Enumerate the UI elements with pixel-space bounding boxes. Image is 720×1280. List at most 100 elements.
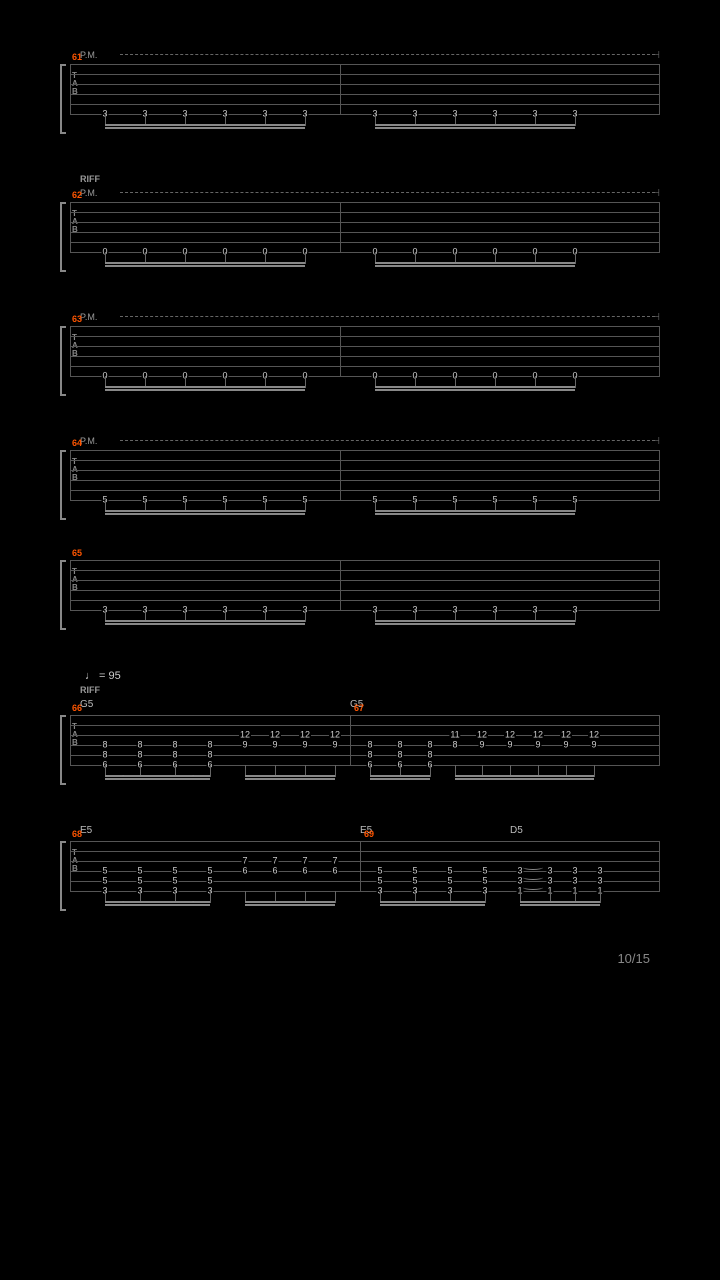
measure-number: 66 (72, 703, 82, 713)
palm-mute-line (120, 54, 655, 55)
fret-number: 6 (241, 867, 248, 876)
tab-page: P.M.⊣61TAB333333333333RIFFP.M.⊣62TAB0000… (0, 0, 720, 996)
fret-number: 6 (301, 867, 308, 876)
fret-number: 5 (101, 867, 108, 876)
fret-number: 9 (271, 741, 278, 750)
fret-number: 8 (206, 751, 213, 760)
staff-bracket (60, 841, 70, 911)
fret-number: 8 (366, 741, 373, 750)
tab-system: P.M.⊣61TAB333333333333 (60, 50, 660, 134)
fret-number: 5 (446, 867, 453, 876)
staff-bracket (60, 560, 70, 630)
fret-number: 7 (271, 857, 278, 866)
fret-number: 6 (331, 867, 338, 876)
fret-number: 9 (590, 741, 597, 750)
fret-number: 8 (136, 751, 143, 760)
measure-number: 61 (72, 52, 82, 62)
tab-system: 65TAB333333333333 (60, 560, 660, 630)
staff-bracket (60, 64, 70, 134)
palm-mute-line (120, 316, 655, 317)
staff-bracket (60, 715, 70, 785)
riff-label: RIFF (80, 174, 100, 184)
fret-number: 12 (269, 731, 281, 740)
fret-number: 5 (411, 867, 418, 876)
tab-system: E5E5D56869TAB553553553553767676765535535… (60, 825, 660, 911)
fret-number: 5 (171, 877, 178, 886)
fret-number: 8 (426, 751, 433, 760)
fret-number: 8 (101, 751, 108, 760)
palm-mute-line (120, 192, 655, 193)
fret-number: 12 (532, 731, 544, 740)
fret-number: 8 (171, 741, 178, 750)
fret-number: 3 (571, 867, 578, 876)
fret-number: 9 (506, 741, 513, 750)
fret-number: 5 (206, 867, 213, 876)
palm-mute-label: P.M. (80, 312, 97, 322)
fret-number: 5 (171, 867, 178, 876)
measure-number: 69 (364, 829, 374, 839)
fret-number: 8 (101, 741, 108, 750)
fret-number: 8 (426, 741, 433, 750)
fret-number: 8 (171, 751, 178, 760)
fret-number: 8 (136, 741, 143, 750)
fret-number: 3 (596, 877, 603, 886)
fret-number: 12 (329, 731, 341, 740)
palm-mute-line (120, 440, 655, 441)
fret-number: 8 (396, 741, 403, 750)
palm-mute-label: P.M. (80, 188, 97, 198)
palm-mute-label: P.M. (80, 436, 97, 446)
staff-bracket (60, 202, 70, 272)
fret-number: 5 (376, 877, 383, 886)
chord-symbol: D5 (510, 825, 523, 836)
measure-number: 65 (72, 548, 82, 558)
fret-number: 12 (504, 731, 516, 740)
staff-bracket (60, 450, 70, 520)
fret-number: 5 (136, 877, 143, 886)
fret-number: 5 (376, 867, 383, 876)
fret-number: 3 (571, 877, 578, 886)
fret-number: 9 (534, 741, 541, 750)
fret-number: 9 (241, 741, 248, 750)
fret-number: 5 (136, 867, 143, 876)
fret-number: 12 (299, 731, 311, 740)
fret-number: 12 (476, 731, 488, 740)
fret-number: 8 (366, 751, 373, 760)
fret-number: 8 (206, 741, 213, 750)
page-number: 10/15 (60, 951, 660, 966)
fret-number: 5 (411, 877, 418, 886)
fret-number: 5 (446, 877, 453, 886)
fret-number: 7 (301, 857, 308, 866)
fret-number: 5 (206, 877, 213, 886)
riff-label: RIFF (80, 685, 100, 695)
fret-number: 12 (560, 731, 572, 740)
staff-bracket (60, 326, 70, 396)
measure-number: 64 (72, 438, 82, 448)
measure-number: 67 (354, 703, 364, 713)
fret-number: 8 (396, 751, 403, 760)
fret-number: 5 (101, 877, 108, 886)
fret-number: 3 (596, 867, 603, 876)
measure-number: 63 (72, 314, 82, 324)
fret-number: 8 (451, 741, 458, 750)
tab-system: P.M.⊣63TAB000000000000 (60, 312, 660, 396)
fret-number: 9 (331, 741, 338, 750)
fret-number: 9 (562, 741, 569, 750)
fret-number: 9 (301, 741, 308, 750)
fret-number: 12 (588, 731, 600, 740)
fret-number: 5 (481, 877, 488, 886)
fret-number: 3 (546, 877, 553, 886)
fret-number: 11 (449, 731, 460, 740)
fret-number: 5 (481, 867, 488, 876)
fret-number: 6 (271, 867, 278, 876)
tab-system: P.M.⊣64TAB555555555555 (60, 436, 660, 520)
fret-number: 7 (241, 857, 248, 866)
measure-number: 68 (72, 829, 82, 839)
tempo-marking: ♩ = 95 (60, 670, 660, 682)
tab-system: ♩ = 95RIFFG5G56667TAB8868868868861291291… (60, 670, 660, 785)
fret-number: 12 (239, 731, 251, 740)
fret-number: 3 (546, 867, 553, 876)
palm-mute-label: P.M. (80, 50, 97, 60)
tab-system: RIFFP.M.⊣62TAB000000000000 (60, 174, 660, 272)
fret-number: 9 (478, 741, 485, 750)
fret-number: 7 (331, 857, 338, 866)
